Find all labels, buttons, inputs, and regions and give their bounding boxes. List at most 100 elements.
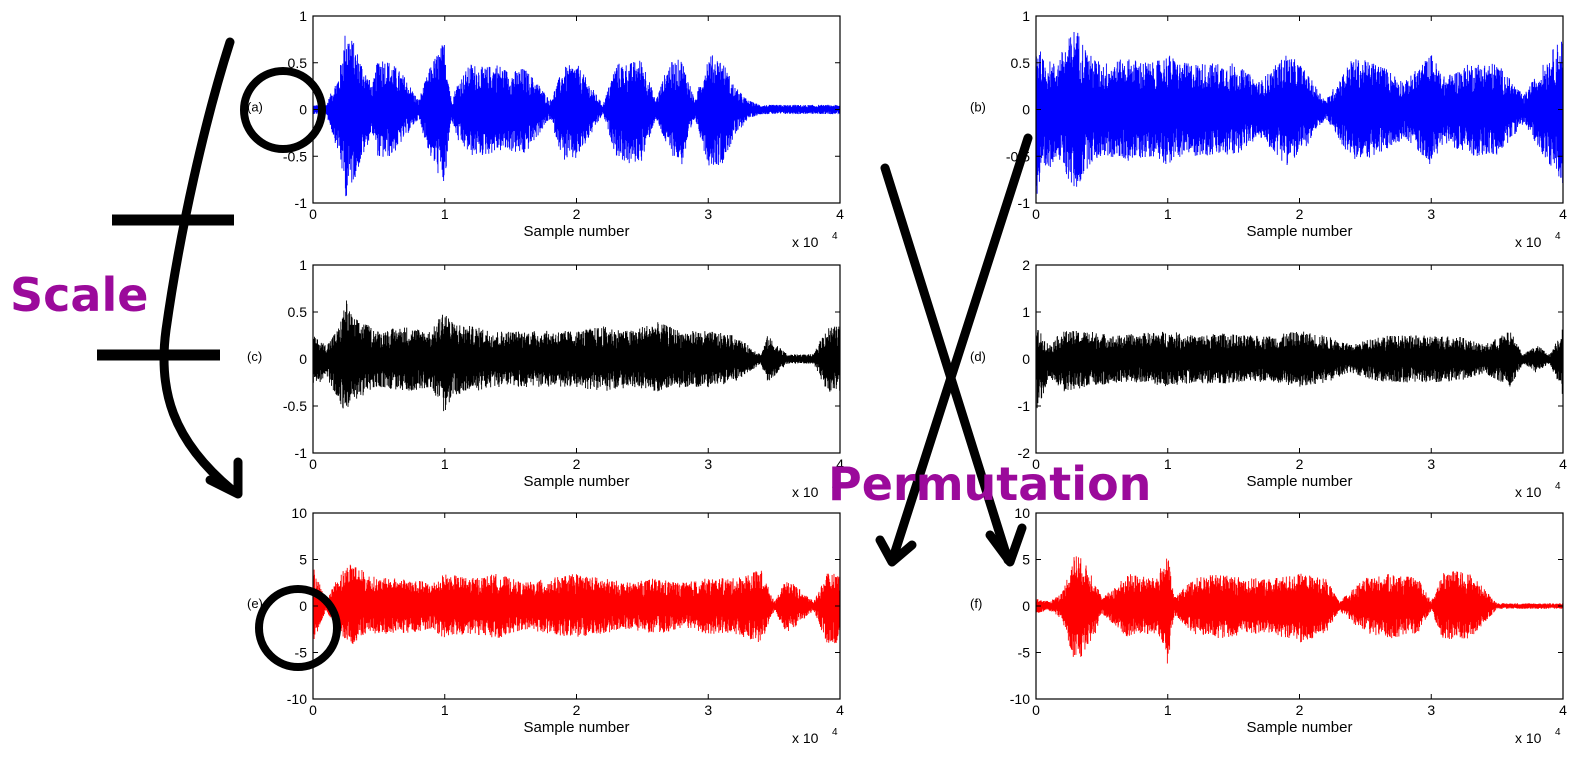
x-tick-label: 1: [441, 702, 449, 718]
highlight-circle-e: [255, 585, 341, 671]
x-tick-label: 1: [1164, 702, 1172, 718]
permutation-arrowhead-2: [875, 535, 917, 567]
panel-label: (a): [247, 100, 263, 115]
y-tick-label: 0: [299, 351, 307, 367]
x-tick-label: 2: [573, 456, 581, 472]
y-tick-label: 0: [299, 102, 307, 118]
x-multiplier-exponent: 4: [1555, 727, 1561, 738]
scale-arrowhead: [205, 457, 243, 499]
y-tick-label: 10: [291, 505, 307, 521]
x-multiplier: x 10: [1515, 730, 1542, 746]
x-tick-label: 0: [1032, 456, 1040, 472]
panel-label: (e): [247, 596, 263, 611]
x-axis-label: Sample number: [1247, 719, 1353, 736]
waveform-e: [312, 564, 841, 645]
scale-label: Scale: [10, 268, 148, 322]
x-tick-label: 3: [1427, 206, 1435, 222]
y-tick-label: 0: [1022, 598, 1030, 614]
y-tick-label: 5: [1022, 552, 1030, 568]
y-tick-label: -1: [1018, 195, 1031, 211]
x-tick-label: 4: [1559, 456, 1567, 472]
waveform-a: [312, 35, 841, 197]
x-tick-label: 4: [836, 456, 844, 472]
y-tick-label: 0: [1022, 102, 1030, 118]
y-tick-label: 1: [1022, 304, 1030, 320]
x-multiplier: x 10: [792, 730, 819, 746]
x-axis-label: Sample number: [524, 223, 630, 240]
waveform-b: [1035, 32, 1564, 194]
x-tick-label: 4: [1559, 206, 1567, 222]
x-multiplier-exponent: 4: [832, 727, 838, 738]
x-multiplier: x 10: [792, 234, 819, 250]
panel-f: 0 1 2 3 4 -10 -5 0 5 10 Sample number x 10 4 (f): [970, 505, 1567, 746]
highlight-circle-a: [240, 67, 326, 153]
x-tick-label: 2: [573, 206, 581, 222]
waveform-f: [1035, 556, 1564, 664]
panels: 0 1 2 3 4 -1 -0.5 0 0.5 1 Sample number x 10 4 (a) 0 1 2…: [247, 8, 1567, 746]
y-tick-label: 0.5: [1011, 55, 1031, 71]
x-tick-label: 1: [1164, 456, 1172, 472]
x-tick-label: 0: [1032, 702, 1040, 718]
x-tick-label: 0: [1032, 206, 1040, 222]
panel-e: 0 1 2 3 4 -10 -5 0 5 10 Sample number x 10 4 (e): [247, 505, 844, 746]
overlay-annotations: Scale Permutation: [10, 37, 1151, 671]
panel-label: (b): [970, 100, 986, 115]
x-tick-label: 3: [1427, 702, 1435, 718]
panel-label: (f): [970, 596, 982, 611]
y-tick-label: 2: [1022, 257, 1030, 273]
x-axis-label: Sample number: [524, 473, 630, 490]
y-tick-label: 0.5: [288, 55, 308, 71]
permutation-label: Permutation: [828, 457, 1151, 511]
y-tick-label: -10: [1010, 691, 1030, 707]
y-tick-label: -10: [287, 691, 307, 707]
x-tick-label: 1: [441, 206, 449, 222]
y-tick-label: -1: [295, 195, 308, 211]
x-tick-label: 3: [704, 456, 712, 472]
permutation-arrowhead-1: [985, 523, 1027, 567]
y-tick-label: -2: [1018, 445, 1031, 461]
y-tick-label: -5: [295, 645, 308, 661]
y-tick-label: 0: [1022, 351, 1030, 367]
x-multiplier-exponent: 4: [832, 231, 838, 242]
x-multiplier: x 10: [1515, 234, 1542, 250]
y-tick-label: 1: [299, 257, 307, 273]
x-multiplier-exponent: 4: [832, 481, 838, 492]
scale-arrow: [159, 37, 237, 495]
y-tick-label: -5: [1018, 645, 1031, 661]
x-axis-label: Sample number: [1247, 473, 1353, 490]
x-tick-label: 3: [704, 702, 712, 718]
waveform-d: [1035, 329, 1564, 409]
x-tick-label: 0: [309, 206, 317, 222]
x-multiplier: x 10: [1515, 484, 1542, 500]
x-multiplier-exponent: 4: [1555, 231, 1561, 242]
x-tick-label: 4: [1559, 702, 1567, 718]
y-tick-label: 10: [1014, 505, 1030, 521]
y-tick-label: 5: [299, 552, 307, 568]
x-tick-label: 2: [573, 702, 581, 718]
x-multiplier-exponent: 4: [1555, 481, 1561, 492]
x-tick-label: 4: [836, 206, 844, 222]
x-tick-label: 3: [1427, 456, 1435, 472]
x-multiplier: x 10: [792, 484, 819, 500]
x-tick-label: 3: [704, 206, 712, 222]
y-tick-label: -0.5: [283, 398, 307, 414]
y-tick-label: -1: [295, 445, 308, 461]
x-tick-label: 1: [1164, 206, 1172, 222]
y-tick-label: 0: [299, 598, 307, 614]
waveform-c: [312, 300, 841, 412]
panel-c: 0 1 2 3 4 -1 -0.5 0 0.5 1 Sample number x 10 4 (c): [247, 257, 844, 500]
x-tick-label: 2: [1296, 206, 1304, 222]
permutation-arrow-2: [888, 133, 1033, 563]
x-tick-label: 4: [836, 702, 844, 718]
panel-label: (d): [970, 349, 986, 364]
y-tick-label: 1: [299, 8, 307, 24]
permutation-arrow-1: [880, 163, 1013, 565]
y-tick-label: 0.5: [288, 304, 308, 320]
x-tick-label: 0: [309, 456, 317, 472]
x-tick-label: 1: [441, 456, 449, 472]
y-tick-label: -1: [1018, 398, 1031, 414]
x-axis-label: Sample number: [524, 719, 630, 736]
